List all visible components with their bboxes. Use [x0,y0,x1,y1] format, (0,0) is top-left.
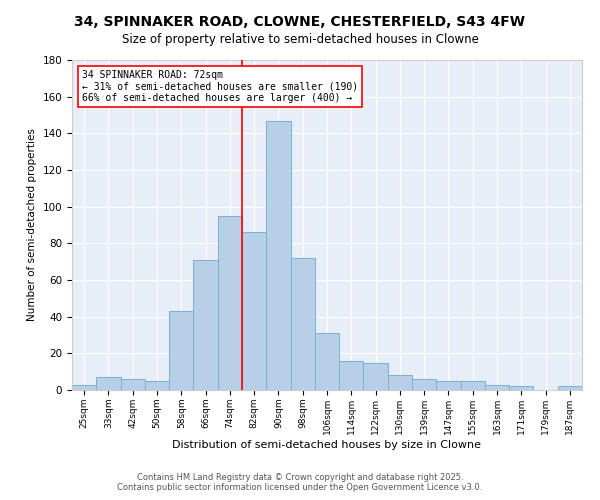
Text: Size of property relative to semi-detached houses in Clowne: Size of property relative to semi-detach… [122,32,478,46]
Bar [461,381,485,390]
Bar [436,381,461,390]
Bar [364,362,388,390]
Bar [266,120,290,390]
Bar [121,379,145,390]
Text: 34, SPINNAKER ROAD, CLOWNE, CHESTERFIELD, S43 4FW: 34, SPINNAKER ROAD, CLOWNE, CHESTERFIELD… [74,15,526,29]
Bar [485,384,509,390]
Bar [558,386,582,390]
Bar [509,386,533,390]
Bar [169,311,193,390]
Text: 34 SPINNAKER ROAD: 72sqm
← 31% of semi-detached houses are smaller (190)
66% of : 34 SPINNAKER ROAD: 72sqm ← 31% of semi-d… [82,70,358,103]
Bar [96,377,121,390]
Bar [72,384,96,390]
Bar [412,379,436,390]
Bar [242,232,266,390]
Bar [193,260,218,390]
Bar [290,258,315,390]
Text: Contains HM Land Registry data © Crown copyright and database right 2025.
Contai: Contains HM Land Registry data © Crown c… [118,473,482,492]
Bar [339,360,364,390]
Bar [388,376,412,390]
Bar [145,381,169,390]
Bar [218,216,242,390]
Bar [315,333,339,390]
Y-axis label: Number of semi-detached properties: Number of semi-detached properties [27,128,37,322]
X-axis label: Distribution of semi-detached houses by size in Clowne: Distribution of semi-detached houses by … [173,440,482,450]
